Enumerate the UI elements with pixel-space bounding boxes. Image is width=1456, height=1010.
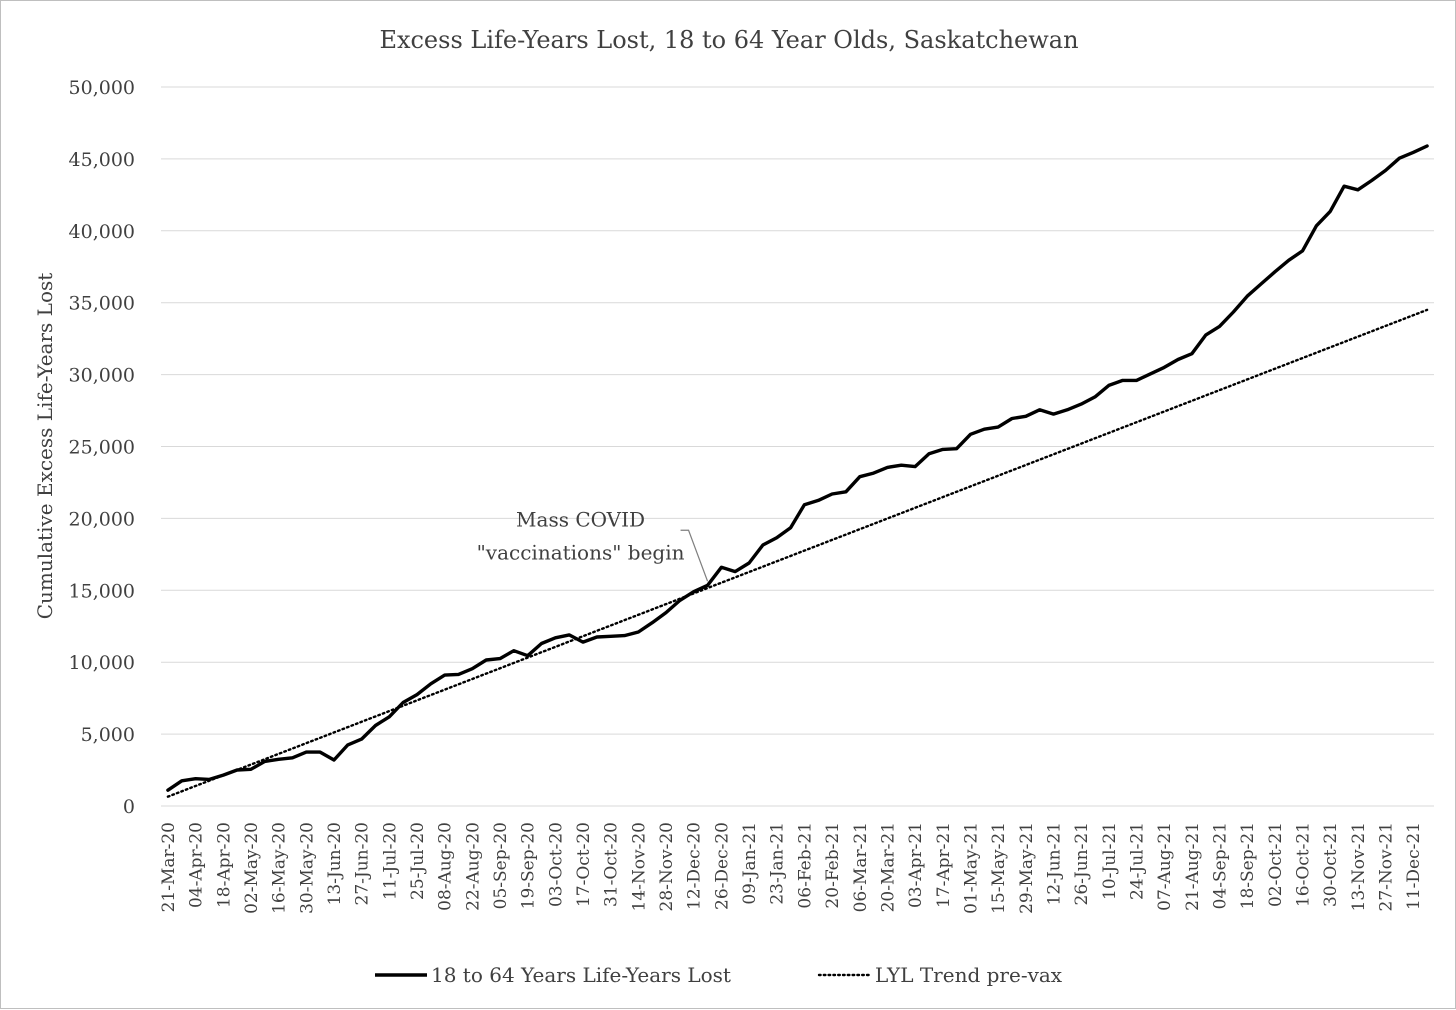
x-tick-label: 12-Jun-21	[1045, 822, 1065, 905]
x-tick-label: 07-Aug-21	[1155, 822, 1175, 911]
x-tick-label: 15-May-21	[989, 822, 1009, 914]
x-tick-label: 29-May-21	[1017, 822, 1037, 914]
y-tick-label: 45,000	[69, 149, 135, 171]
y-tick-label: 10,000	[69, 652, 135, 674]
legend-label: LYL Trend pre-vax	[875, 963, 1063, 987]
y-tick-label: 35,000	[69, 293, 135, 315]
x-tick-label: 11-Dec-21	[1404, 822, 1424, 910]
x-tick-label: 30-Oct-21	[1321, 822, 1341, 907]
x-tick-label: 27-Jun-20	[353, 822, 373, 905]
x-tick-label: 18-Sep-21	[1238, 822, 1258, 909]
x-tick-label: 26-Dec-20	[712, 822, 732, 910]
annotation-text: "vaccinations" begin	[477, 540, 685, 564]
chart-title: Excess Life-Years Lost, 18 to 64 Year Ol…	[379, 26, 1078, 54]
y-tick-label: 20,000	[69, 508, 135, 530]
x-tick-label: 19-Sep-20	[519, 822, 539, 909]
y-axis-label: Cumulative Excess Life-Years Lost	[33, 273, 57, 620]
x-tick-label: 03-Apr-21	[906, 822, 926, 908]
gridlines	[161, 86, 1434, 807]
annotation-leader-line	[680, 529, 709, 582]
y-tick-label: 15,000	[69, 580, 135, 602]
x-tick-label: 03-Oct-20	[546, 822, 566, 907]
legend-label: 18 to 64 Years Life-Years Lost	[431, 963, 731, 987]
x-tick-label: 12-Dec-20	[685, 822, 705, 910]
x-tick-label: 14-Nov-20	[629, 822, 649, 911]
x-tick-label: 13-Jun-20	[325, 822, 345, 905]
y-tick-label: 30,000	[69, 365, 135, 387]
x-tick-label: 21-Mar-20	[159, 822, 179, 912]
x-tick-label: 16-May-20	[270, 822, 290, 914]
x-tick-label: 08-Aug-20	[436, 822, 456, 911]
x-tick-label: 25-Jul-20	[408, 822, 428, 900]
x-tick-label: 11-Jul-20	[380, 822, 400, 900]
legend: 18 to 64 Years Life-Years Lost LYL Trend …	[375, 963, 1063, 987]
x-tick-label: 09-Jan-21	[740, 822, 760, 905]
series-line-lyl-trend-pre-vax	[166, 308, 1429, 798]
x-tick-label: 02-Oct-21	[1266, 822, 1286, 907]
x-tick-label: 21-Aug-21	[1183, 822, 1203, 911]
x-tick-label: 17-Apr-21	[934, 822, 954, 908]
x-tick-label: 22-Aug-20	[463, 822, 483, 911]
x-tick-label: 23-Jan-21	[768, 822, 788, 905]
x-tick-label: 28-Nov-20	[657, 822, 677, 911]
x-tick-label: 05-Sep-20	[491, 822, 511, 909]
y-tick-label: 50,000	[69, 77, 135, 99]
x-tick-label: 06-Feb-21	[795, 822, 815, 909]
x-tick-label: 31-Oct-20	[602, 822, 622, 907]
y-tick-label: 5,000	[81, 724, 135, 746]
annotation: Mass COVID "vaccinations" begin	[477, 507, 709, 582]
x-tick-label: 02-May-20	[242, 822, 262, 914]
x-tick-label: 17-Oct-20	[574, 822, 594, 907]
y-axis-ticks: 0 5,000 10,000 15,000 20,000 25,000 30,000 35,0…	[69, 77, 135, 818]
x-tick-label: 26-Jun-21	[1072, 822, 1092, 905]
x-axis-ticks: 21-Mar-20 04-Apr-20 18-Apr-20 02-May-20 16-M…	[159, 822, 1424, 914]
x-tick-label: 06-Mar-21	[851, 822, 871, 912]
y-tick-label: 0	[123, 796, 135, 818]
x-tick-label: 01-May-21	[962, 822, 982, 914]
x-tick-label: 13-Nov-21	[1349, 822, 1369, 911]
series-layer	[166, 144, 1429, 798]
y-tick-label: 40,000	[69, 221, 135, 243]
x-tick-label: 20-Feb-21	[823, 822, 843, 909]
annotation-text: Mass COVID	[516, 507, 645, 531]
x-tick-label: 10-Jul-21	[1100, 822, 1120, 900]
x-tick-label: 18-Apr-20	[214, 822, 234, 908]
x-tick-label: 24-Jul-21	[1128, 822, 1148, 900]
series-line-18-to-64-life-years-lost	[166, 144, 1429, 792]
x-tick-label: 27-Nov-21	[1377, 822, 1397, 911]
x-tick-label: 04-Apr-20	[187, 822, 207, 908]
x-tick-label: 16-Oct-21	[1294, 822, 1314, 907]
x-tick-label: 04-Sep-21	[1211, 822, 1231, 909]
x-tick-label: 20-Mar-21	[878, 822, 898, 912]
x-tick-label: 30-May-20	[297, 822, 317, 914]
y-tick-label: 25,000	[69, 437, 135, 459]
